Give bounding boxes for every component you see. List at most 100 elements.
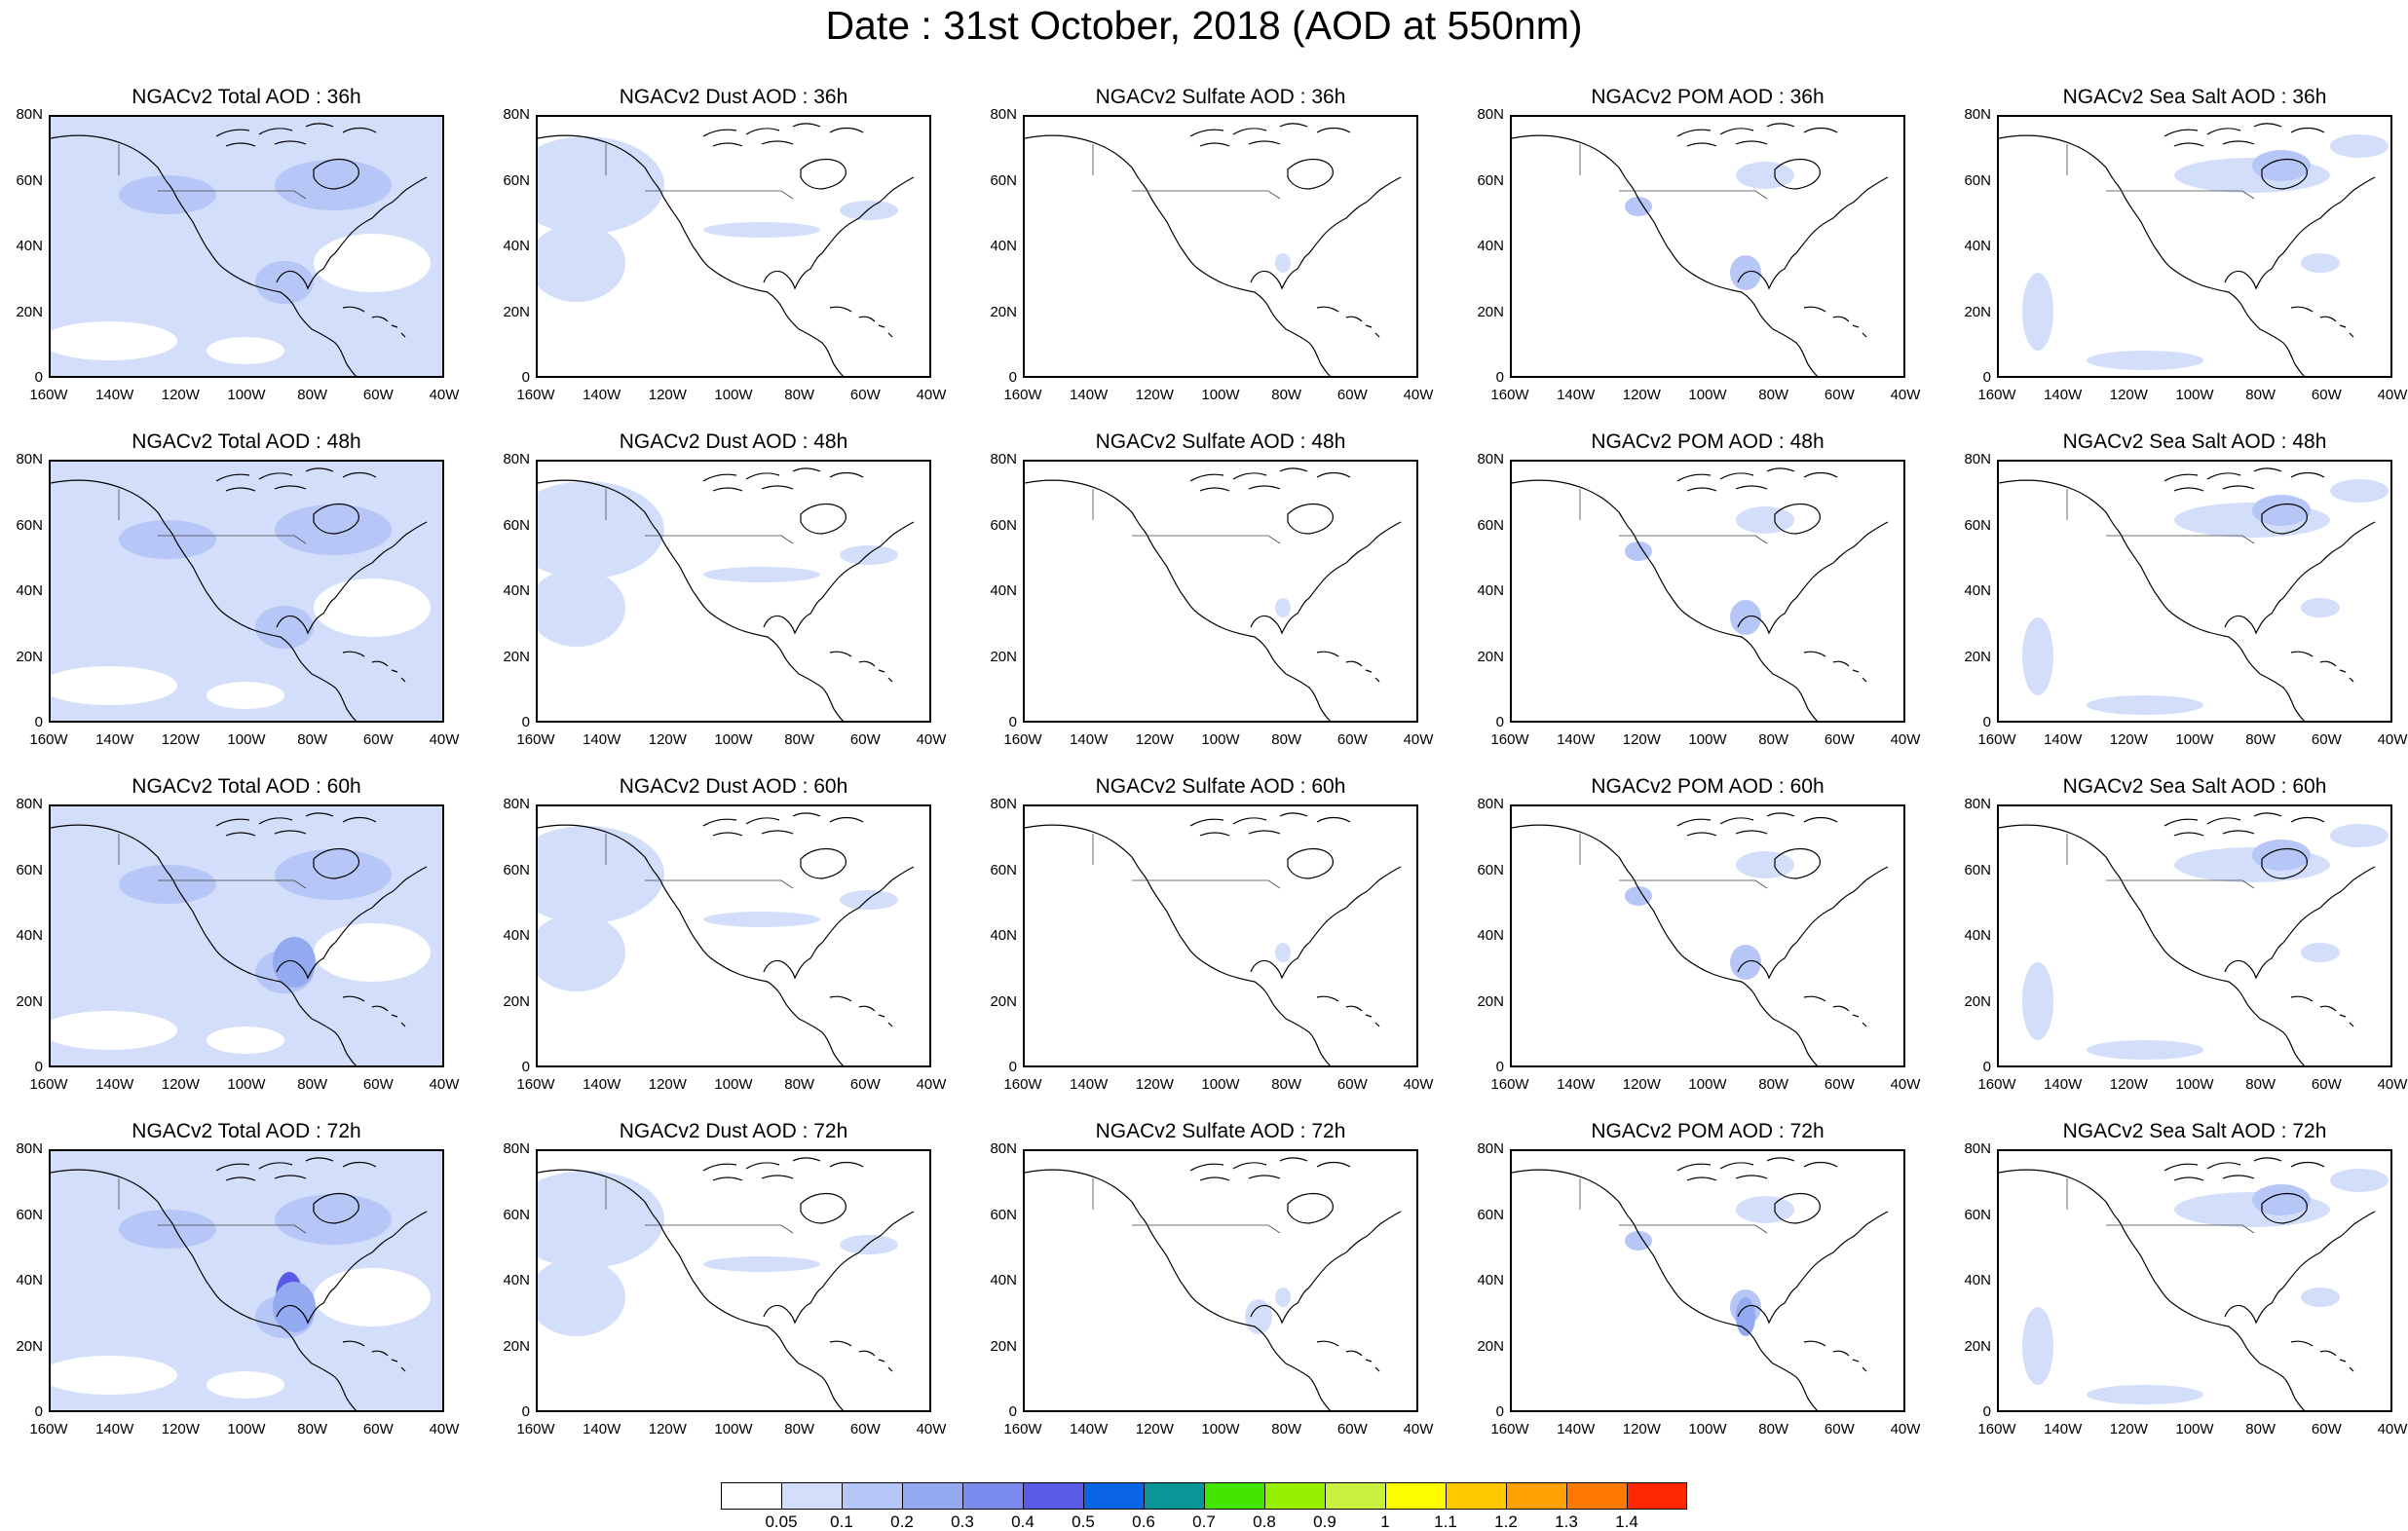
lon-tick-label: 80W (1758, 731, 1789, 748)
map-panel: NGACv2 POM AOD : 60h 80N 60N 40N 20N 0 160W 140… (1461, 775, 1929, 1106)
lon-tick-label: 140W (1557, 731, 1596, 748)
country-border (1619, 879, 1768, 889)
lon-tick-label: 40W (1890, 1421, 1921, 1438)
map-svg (1999, 123, 2389, 376)
map-plot (1023, 115, 1418, 378)
lon-tick-label: 40W (2377, 1076, 2408, 1093)
coastline (1287, 1192, 1334, 1224)
map-panel: NGACv2 POM AOD : 48h 80N 60N 40N 20N 0 160W 140… (1461, 430, 1929, 762)
map-svg (1512, 1157, 1889, 1410)
lat-tick-label: 20N (503, 303, 530, 320)
lat-tick-label: 20N (16, 303, 43, 320)
lat-tick-label: 40N (990, 1272, 1017, 1288)
lat-tick-label: 0 (34, 1403, 43, 1420)
coastline (313, 847, 359, 879)
lon-tick-label: 40W (1890, 387, 1921, 403)
lon-tick-label: 40W (429, 1076, 460, 1093)
coastline (538, 134, 845, 376)
lat-tick-label: 0 (1495, 369, 1504, 386)
coastline (821, 1211, 915, 1288)
lon-tick-label: 100W (227, 387, 266, 403)
lat-tick-label: 40N (503, 238, 530, 254)
map-panel: NGACv2 Dust AOD : 36h 80N 60N 40N 20N 0 160W 14… (487, 86, 955, 417)
colorbar-label: 1.3 (1555, 1512, 1578, 1531)
map-panel: NGACv2 Sea Salt AOD : 72h 80N 60N 40N 20N 0 16… (1948, 1120, 2408, 1451)
coastline (2261, 1192, 2308, 1224)
lon-tick-label: 120W (161, 731, 200, 748)
colorbar-label: 0.2 (890, 1512, 914, 1531)
coastline (313, 158, 359, 190)
lat-tick-label: 20N (503, 1337, 530, 1355)
map-panel: NGACv2 Sulfate AOD : 36h 80N 60N 40N 20N 0 160… (974, 86, 1442, 417)
colorbar-label: 0.4 (1011, 1512, 1035, 1531)
lat-tick-label: 40N (1964, 927, 1991, 944)
lat-tick-label: 40N (1964, 238, 1991, 254)
lat-tick-label: 0 (34, 369, 43, 386)
coastline (2261, 847, 2308, 879)
coastline (334, 176, 428, 254)
lon-tick-label: 120W (2109, 387, 2148, 403)
lon-tick-label: 80W (297, 387, 328, 403)
colorbar-label: 0.05 (765, 1512, 798, 1531)
lon-tick-label: 60W (2311, 731, 2342, 748)
coastline (1676, 1157, 1838, 1181)
country-border (2106, 1224, 2255, 1234)
lat-tick-label: 20N (16, 992, 43, 1010)
coastline (1737, 597, 1797, 635)
colorbar-label: 0.6 (1132, 1512, 1155, 1531)
lat-tick-label: 20N (1477, 992, 1504, 1010)
lon-tick-label: 120W (161, 1076, 200, 1093)
lat-tick-label: 40N (1477, 1272, 1504, 1288)
lon-tick-label: 40W (916, 1076, 947, 1093)
map-panel: NGACv2 Total AOD : 60h 80N 60N 40N 20N 0 160W 1… (0, 775, 468, 1106)
coastline (702, 1157, 864, 1181)
lon-tick-label: 60W (2311, 387, 2342, 403)
map-panel: NGACv2 Total AOD : 36h 80N 60N 40N 20N 0 160W 1… (0, 86, 468, 417)
lat-tick-label: 60N (16, 861, 43, 878)
lon-tick-label: 140W (1070, 387, 1109, 403)
aod-field (1245, 1288, 1291, 1334)
lon-tick-label: 160W (29, 731, 68, 748)
coastline (1774, 503, 1821, 535)
lon-tick-label: 60W (1824, 731, 1855, 748)
map-svg (1999, 467, 2389, 721)
coastline (2290, 1340, 2354, 1372)
lat-tick-label: 40N (16, 927, 43, 944)
lon-tick-label: 140W (1557, 387, 1596, 403)
country-border (1132, 190, 1281, 200)
map-plot (1023, 804, 1418, 1067)
lon-tick-label: 140W (95, 731, 134, 748)
colorbar-label: 0.3 (951, 1512, 974, 1531)
lat-tick-label: 0 (521, 1059, 530, 1075)
aod-field (51, 117, 442, 376)
lon-tick-label: 40W (429, 1421, 460, 1438)
lon-tick-label: 100W (714, 731, 753, 748)
colorbar-swatch (1204, 1482, 1264, 1510)
lon-tick-label: 80W (784, 1421, 815, 1438)
map-svg (538, 467, 915, 721)
lon-tick-label: 100W (1201, 1076, 1240, 1093)
lon-tick-label: 80W (1271, 1421, 1302, 1438)
country-border (158, 879, 307, 889)
map-panel: NGACv2 Sea Salt AOD : 60h 80N 60N 40N 20N 0 16… (1948, 775, 2408, 1106)
lon-tick-label: 140W (95, 1076, 134, 1093)
lon-tick-label: 80W (2245, 731, 2276, 748)
lon-tick-label: 80W (2245, 1076, 2276, 1093)
lon-tick-label: 100W (227, 731, 266, 748)
aod-field (1625, 162, 1794, 290)
colorbar-label: 0.7 (1192, 1512, 1216, 1531)
aod-field (1275, 253, 1291, 273)
lat-tick-label: 20N (1964, 303, 1991, 320)
panel-title: NGACv2 Total AOD : 36h (132, 86, 361, 108)
coastline (1250, 942, 1310, 980)
lat-tick-label: 0 (1982, 369, 1991, 386)
colorbar-swatch (1264, 1482, 1325, 1510)
lon-tick-label: 80W (297, 1076, 328, 1093)
panel-title: NGACv2 Sulfate AOD : 36h (1095, 86, 1346, 108)
lon-tick-label: 120W (648, 731, 687, 748)
lat-tick-label: 0 (1008, 1059, 1017, 1075)
colorbar-swatch (1385, 1482, 1446, 1510)
colorbar-swatch (721, 1482, 781, 1510)
lon-tick-label: 80W (297, 1421, 328, 1438)
